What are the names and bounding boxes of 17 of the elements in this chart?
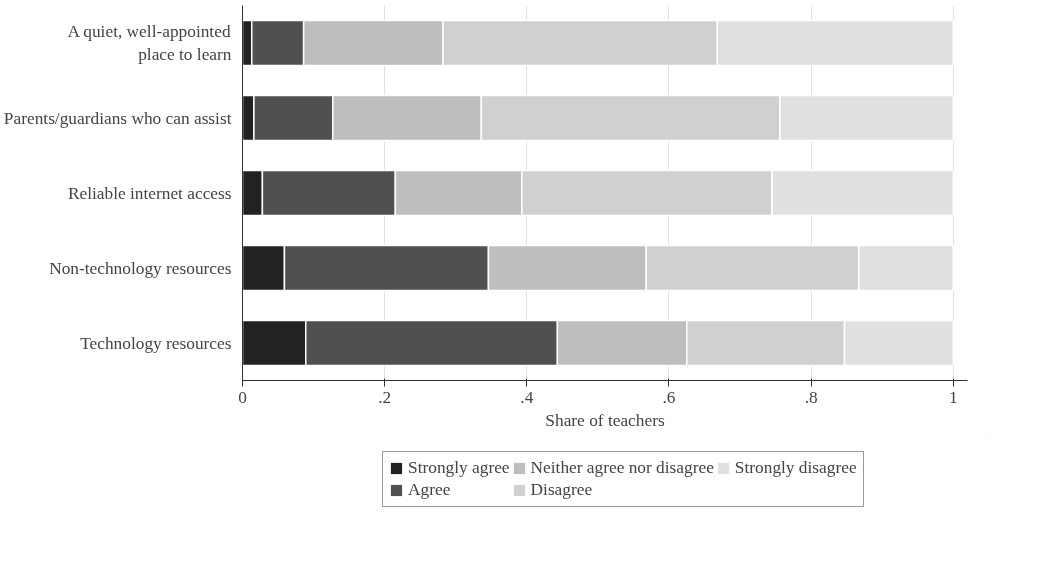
x-tick-label: 0 bbox=[238, 387, 247, 407]
legend-label: Agree bbox=[408, 480, 451, 500]
y-tick-label: Technology resources bbox=[80, 333, 232, 353]
y-tick-label: Reliable internet access bbox=[67, 183, 232, 203]
y-tick-label: Parents/guardians who can assist bbox=[3, 108, 232, 128]
x-tick-label: .2 bbox=[378, 387, 392, 407]
x-tick-label: 1 bbox=[948, 387, 958, 407]
x-tick-label: .6 bbox=[662, 387, 676, 407]
legend-label: Strongly agree bbox=[408, 458, 510, 478]
x-axis-title: Share of teachers bbox=[545, 410, 665, 430]
y-tick-label: A quiet, well-appointed place to learn bbox=[67, 22, 232, 64]
x-tick-label: .4 bbox=[520, 387, 534, 407]
y-tick-label: Non-technology resources bbox=[49, 258, 232, 278]
legend-label: Disagree bbox=[530, 480, 593, 500]
x-tick-label: .8 bbox=[804, 387, 818, 407]
legend-label: Strongly disagree bbox=[734, 458, 857, 478]
legend-label: Neither agree nor disagree bbox=[530, 458, 714, 478]
